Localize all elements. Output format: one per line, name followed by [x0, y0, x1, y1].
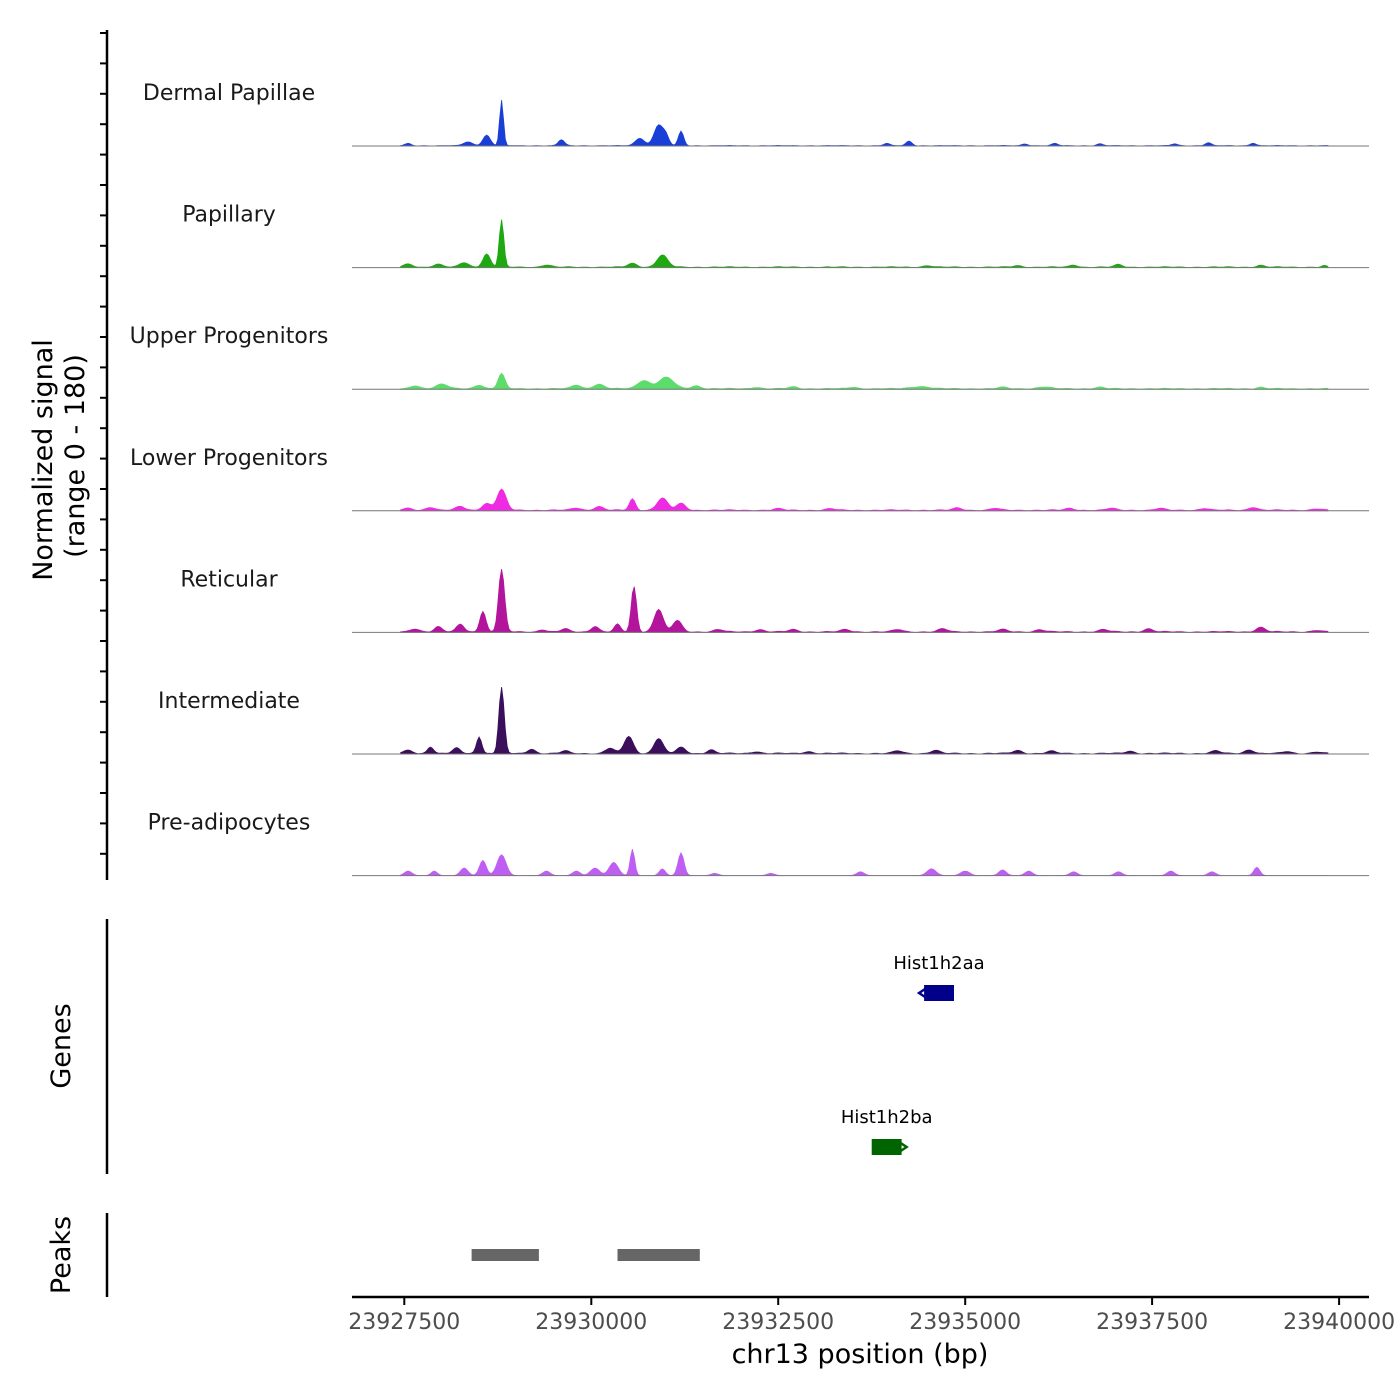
track-intermediate: Intermediate — [158, 686, 1369, 755]
track-pre-adipocytes: Pre-adipocytes — [148, 811, 1369, 877]
gene-annotations: Hist1h2aa Hist1h2ba — [841, 953, 985, 1155]
genes-axis-title: Genes — [46, 1003, 77, 1088]
track-label: Papillary — [182, 203, 276, 228]
gene-label: Hist1h2ba — [841, 1107, 933, 1128]
track-signal-area — [400, 100, 1329, 147]
x-tick-label: 23935000 — [909, 1310, 1021, 1335]
track-label: Reticular — [180, 567, 278, 592]
track-label: Lower Progenitors — [130, 446, 328, 471]
peak-region-bar — [471, 1249, 539, 1261]
coverage-tracks: Dermal Papillae Papillary Upper Progenitor… — [130, 81, 1369, 877]
track-dermal-papillae: Dermal Papillae — [143, 81, 1369, 147]
track-reticular: Reticular — [180, 567, 1369, 633]
track-label: Dermal Papillae — [143, 81, 315, 106]
x-tick-label: 23940000 — [1283, 1310, 1395, 1335]
peak-region-bar — [617, 1249, 700, 1261]
y-axis-range: (range 0 - 180) — [60, 354, 91, 558]
x-axis-title: chr13 position (bp) — [732, 1339, 989, 1370]
peak-regions — [471, 1249, 700, 1261]
x-tick-label: 23937500 — [1096, 1310, 1208, 1335]
track-signal-area — [400, 219, 1329, 269]
track-signal-area — [400, 372, 1329, 390]
y-axis-title: Normalized signal — [28, 339, 59, 581]
x-axis-ticks: 23927500 23930000 23932500 23935000 23937500… — [348, 1297, 1395, 1335]
x-tick-label: 23927500 — [348, 1310, 460, 1335]
gene-label: Hist1h2aa — [893, 953, 984, 974]
track-signal-area — [400, 686, 1329, 755]
track-lower-progenitors: Lower Progenitors — [130, 446, 1369, 512]
gene-hist1h2aa: Hist1h2aa — [893, 953, 985, 1001]
gene-exon — [924, 985, 954, 1001]
track-signal-area — [400, 569, 1329, 633]
signal-y-axis — [100, 30, 109, 880]
track-upper-progenitors: Upper Progenitors — [130, 324, 1369, 390]
strand-arrow-icon — [896, 1139, 909, 1155]
gene-hist1h2ba: Hist1h2ba — [841, 1107, 933, 1155]
x-tick-label: 23930000 — [535, 1310, 647, 1335]
track-label: Upper Progenitors — [130, 324, 329, 349]
track-signal-area — [400, 488, 1329, 512]
peaks-axis-title: Peaks — [46, 1216, 77, 1294]
gene-exon — [871, 1139, 902, 1155]
track-signal-area — [400, 849, 1328, 877]
track-label: Intermediate — [158, 689, 300, 714]
track-papillary: Papillary — [182, 203, 1369, 269]
strand-arrow-icon — [916, 985, 929, 1001]
x-tick-label: 23932500 — [722, 1310, 834, 1335]
track-label: Pre-adipocytes — [148, 811, 311, 836]
